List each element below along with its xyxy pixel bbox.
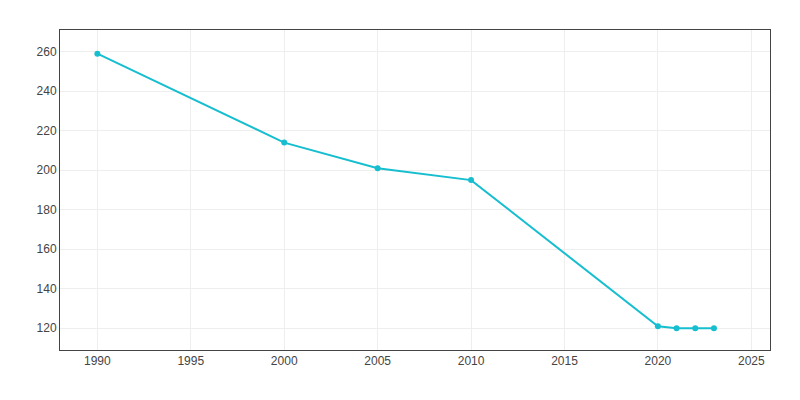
svg-text:2010: 2010 xyxy=(458,354,485,368)
svg-text:160: 160 xyxy=(37,242,57,256)
svg-text:220: 220 xyxy=(37,124,57,138)
svg-text:2015: 2015 xyxy=(551,354,578,368)
svg-text:200: 200 xyxy=(37,163,57,177)
svg-text:2005: 2005 xyxy=(364,354,391,368)
svg-text:180: 180 xyxy=(37,203,57,217)
svg-text:2025: 2025 xyxy=(738,354,765,368)
svg-text:140: 140 xyxy=(37,282,57,296)
svg-text:260: 260 xyxy=(37,45,57,59)
svg-text:1990: 1990 xyxy=(84,354,111,368)
svg-text:2020: 2020 xyxy=(645,354,672,368)
svg-text:240: 240 xyxy=(37,84,57,98)
svg-text:120: 120 xyxy=(37,321,57,335)
svg-text:1995: 1995 xyxy=(177,354,204,368)
svg-text:2000: 2000 xyxy=(271,354,298,368)
